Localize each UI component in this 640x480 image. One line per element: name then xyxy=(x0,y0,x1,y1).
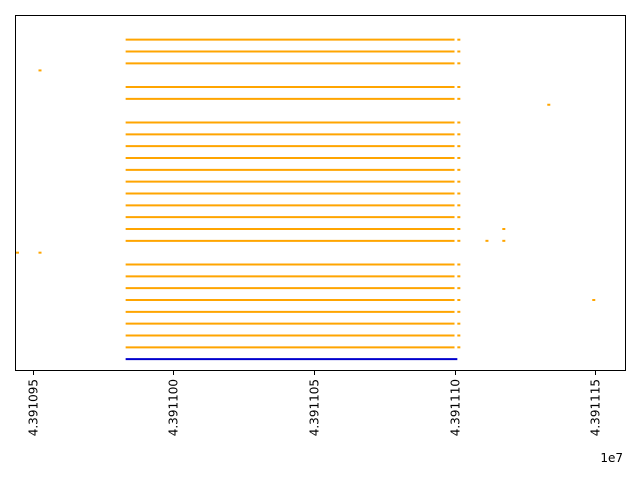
plot-area xyxy=(15,15,626,371)
x-tick-label: 4.391110 xyxy=(449,379,463,436)
data-segments xyxy=(16,38,596,361)
x-tick-label: 4.391100 xyxy=(167,379,181,436)
x-tick-label: 4.391095 xyxy=(27,379,41,436)
x-offset-label: 1e7 xyxy=(600,451,623,465)
x-tick-label: 4.391115 xyxy=(589,379,603,436)
x-tick-label: 4.391105 xyxy=(308,379,322,436)
x-axis: 4.391095 4.391100 4.391105 4.391110 4.391115 xyxy=(27,371,603,436)
axes-frame xyxy=(15,15,626,371)
